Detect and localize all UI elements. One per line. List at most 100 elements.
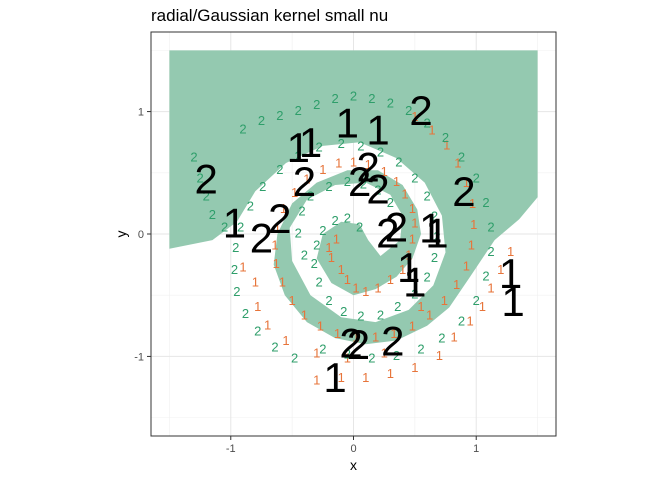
series-1-point: 1 [344,272,351,287]
series-2-point: 2 [433,229,440,244]
series-2-point: 2 [458,314,465,329]
series-1-point: 1 [333,232,340,247]
series-1-point: 1 [362,284,369,299]
series-1-point: 1 [279,274,286,289]
highlighted-label-1: 1 [419,205,442,252]
series-1-point: 1 [239,260,246,275]
series-1-point: 1 [313,372,320,387]
series-2-point: 2 [424,189,431,204]
series-1-point: 1 [273,256,280,271]
highlighted-label-2: 2 [385,203,408,250]
series-2-point: 2 [291,350,298,365]
series-2-point: 2 [331,213,338,228]
series-2-point: 2 [203,189,210,204]
decision-region [169,50,538,345]
series-1-point: 1 [463,175,470,190]
series-2-point: 2 [325,179,332,194]
series-1-point: 1 [350,154,357,169]
series-2-point: 2 [295,225,302,240]
series-2-point: 2 [319,342,326,357]
series-2-point: 2 [482,268,489,283]
series-1-point: 1 [319,162,326,177]
highlighted-label-2: 2 [339,320,362,367]
highlighted-label-1: 1 [299,119,322,166]
series-2-point: 2 [232,240,239,255]
series-1-point: 1 [411,109,418,124]
series-1-point: 1 [282,333,289,348]
series-2-point: 2 [344,174,351,189]
series-1-point: 1 [426,307,433,322]
series-1-point: 1 [254,299,261,314]
series-1-point: 1 [470,217,477,232]
series-1-point: 1 [352,281,359,296]
series-2-point: 2 [473,293,480,308]
highlighted-label-1: 1 [499,250,522,297]
series-2-point: 2 [301,247,308,262]
series-2-point: 2 [319,223,326,238]
highlighted-label-2: 2 [268,195,291,242]
series-1-point: 1 [381,345,388,360]
series-2-point: 2 [482,195,489,210]
series-2-point: 2 [313,97,320,112]
series-2-point: 2 [387,96,394,111]
series-1-point: 1 [365,157,372,172]
series-1-point: 1 [317,318,324,333]
highlighted-label-2: 2 [357,143,380,190]
series-1-point: 1 [325,240,332,255]
y-tick-label: -1 [134,351,144,363]
series-2-point: 2 [271,339,278,354]
series-1-point: 1 [344,350,351,365]
series-1-point: 1 [374,281,381,296]
series-2-point: 2 [431,250,438,265]
series-2-point: 2 [487,219,494,234]
highlighted-label-2: 2 [366,165,389,212]
series-1-point: 1 [280,201,287,216]
series-2-point: 2 [360,176,367,191]
series-2-point: 2 [424,270,431,285]
series-2-point: 2 [395,154,402,169]
series-1-point: 1 [409,318,416,333]
series-2-point: 2 [377,145,384,160]
series-2-point: 2 [311,256,318,271]
series-1-point: 1 [454,156,461,171]
series-2-point: 2 [258,113,265,128]
series-1-point: 1 [381,164,388,179]
series-2-point: 2 [209,207,216,222]
series-2-point: 2 [431,208,438,223]
series-2-point: 2 [254,323,261,338]
series-2-point: 2 [231,262,238,277]
series-1-point: 1 [264,317,271,332]
chart-title: radial/Gaussian kernel small nu [151,6,389,25]
series-1-point: 1 [372,329,379,344]
highlighted-label-2: 2 [195,156,218,203]
series-2-point: 2 [307,189,314,204]
series-1-point: 1 [401,186,408,201]
highlighted-label-2: 2 [347,321,370,368]
series-1-point: 1 [409,201,416,216]
highlighted-label-1: 1 [287,124,310,171]
series-2-point: 2 [424,115,431,130]
series-1-point: 1 [453,277,460,292]
series-2-point: 2 [357,309,364,324]
series-2-point: 2 [411,170,418,185]
series-1-point: 1 [463,258,470,273]
highlighted-label-1: 1 [403,259,426,306]
series-1-point: 1 [411,360,418,375]
x-tick-label: -1 [226,443,236,455]
decision-region-polygon [169,50,538,345]
series-1-point: 1 [387,272,394,287]
highlighted-label-2: 2 [348,158,371,205]
series-1-point: 1 [405,247,412,262]
series-2-point: 2 [242,306,249,321]
highlighted-label-2: 2 [409,87,432,134]
series-1-point: 1 [289,293,296,308]
x-axis-title: x [350,457,357,473]
series-1-point: 1 [441,293,448,308]
series-2-point: 2 [394,299,401,314]
series-2-point: 2 [338,136,345,151]
series-2-point: 2 [259,179,266,194]
series-2-point: 2 [350,88,357,103]
series-1-point: 1 [399,262,406,277]
